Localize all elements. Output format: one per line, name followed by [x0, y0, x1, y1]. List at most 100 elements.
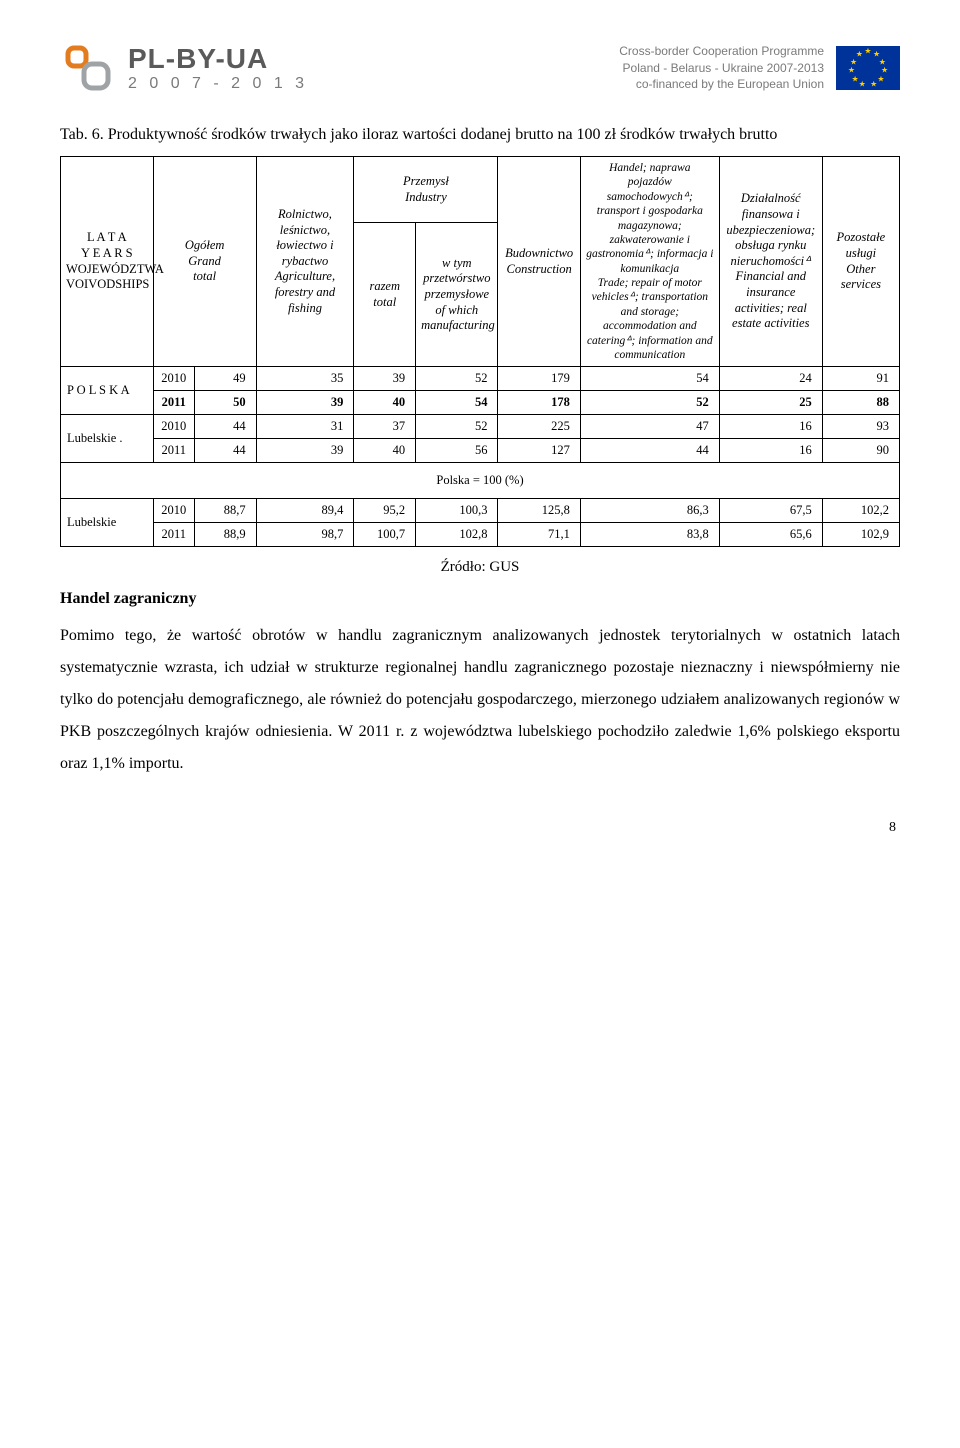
cell-value: 83,8	[580, 523, 719, 547]
table-row: 201150394054178522588	[61, 391, 900, 415]
cell-value: 25	[719, 391, 822, 415]
col-budownictwo: Budownictwo Construction	[498, 157, 580, 367]
row-year: 2010	[153, 415, 194, 439]
row-year: 2011	[153, 439, 194, 463]
col-przemysl: Przemysł Industry	[354, 157, 498, 223]
row-year: 2011	[153, 523, 194, 547]
table-row: 201188,998,7100,7102,871,183,865,6102,9	[61, 523, 900, 547]
col-razem: razem total	[354, 223, 416, 367]
cell-value: 93	[822, 415, 899, 439]
cell-value: 65,6	[719, 523, 822, 547]
col-ogolem: Ogółem Grand total	[153, 157, 256, 367]
cell-value: 39	[354, 367, 416, 391]
col-lata-text: L A T A Y E A R S WOJEWÓDZTWA VOIVODSHIP…	[66, 230, 164, 291]
cell-value: 102,8	[416, 523, 498, 547]
col-rolnictwo: Rolnictwo, leśnictwo, łowiectwo i rybact…	[256, 157, 354, 367]
cell-value: 54	[580, 367, 719, 391]
cell-value: 39	[256, 439, 354, 463]
col-handel-text: Handel; naprawa pojazdów samochodowychᐞ;…	[586, 162, 713, 361]
table-row: Lubelskie201088,789,495,2100,3125,886,36…	[61, 499, 900, 523]
table-caption: Tab. 6. Produktywność środków trwałych j…	[60, 126, 900, 144]
cell-value: 37	[354, 415, 416, 439]
row-label: Lubelskie	[61, 499, 154, 547]
cell-value: 52	[580, 391, 719, 415]
cell-value: 225	[498, 415, 580, 439]
logo-right: Cross-border Cooperation Programme Polan…	[619, 43, 900, 93]
program-text: Cross-border Cooperation Programme Polan…	[619, 43, 824, 93]
cell-value: 88,7	[194, 499, 256, 523]
logo-title: PL-BY-UA	[128, 43, 308, 75]
table-row-mid: Polska = 100 (%)	[61, 463, 900, 499]
row-year: 2010	[153, 367, 194, 391]
cell-value: 89,4	[256, 499, 354, 523]
program-line2: Poland - Belarus - Ukraine 2007-2013	[619, 60, 824, 77]
col-przemysl-text: Przemysł Industry	[403, 174, 449, 204]
cell-value: 102,9	[822, 523, 899, 547]
logo-left: PL-BY-UA 2 0 0 7 - 2 0 1 3	[60, 40, 308, 96]
cell-value: 178	[498, 391, 580, 415]
row-year: 2011	[153, 391, 194, 415]
section-heading: Handel zagraniczny	[60, 590, 900, 608]
cell-value: 35	[256, 367, 354, 391]
row-year: 2010	[153, 499, 194, 523]
cell-value: 71,1	[498, 523, 580, 547]
cell-value: 86,3	[580, 499, 719, 523]
cell-value: 40	[354, 439, 416, 463]
logo-years: 2 0 0 7 - 2 0 1 3	[128, 75, 308, 93]
cell-value: 98,7	[256, 523, 354, 547]
col-wtym: w tym przetwórstwo przemysłowe of which …	[416, 223, 498, 367]
cell-value: 52	[416, 415, 498, 439]
col-lata: L A T A Y E A R S WOJEWÓDZTWA VOIVODSHIP…	[61, 157, 154, 367]
col-pozostale: Pozostałe usługi Other services	[822, 157, 899, 367]
table-row: P O L S K A201049353952179542491	[61, 367, 900, 391]
logo-left-text: PL-BY-UA 2 0 0 7 - 2 0 1 3	[128, 43, 308, 93]
cell-value: 95,2	[354, 499, 416, 523]
col-finanse: Działalność finansowa i ubezpieczeniowa;…	[719, 157, 822, 367]
row-label: P O L S K A	[61, 367, 154, 415]
cell-value: 31	[256, 415, 354, 439]
cell-value: 125,8	[498, 499, 580, 523]
col-razem-text: razem total	[369, 279, 400, 309]
cell-value: 16	[719, 415, 822, 439]
cell-value: 102,2	[822, 499, 899, 523]
cell-value: 67,5	[719, 499, 822, 523]
program-line1: Cross-border Cooperation Programme	[619, 43, 824, 60]
program-line3: co-financed by the European Union	[619, 76, 824, 93]
section-paragraph: Pomimo tego, że wartość obrotów w handlu…	[60, 620, 900, 780]
plbyua-logo-icon	[60, 40, 116, 96]
cell-value: 16	[719, 439, 822, 463]
cell-value: 179	[498, 367, 580, 391]
table-row: Lubelskie .201044313752225471693	[61, 415, 900, 439]
cell-value: 52	[416, 367, 498, 391]
cell-value: 90	[822, 439, 899, 463]
col-wtym-text: w tym przetwórstwo przemysłowe of which …	[421, 256, 495, 333]
col-finanse-text: Działalność finansowa i ubezpieczeniowa;…	[726, 191, 815, 330]
cell-value: 88,9	[194, 523, 256, 547]
cell-value: 47	[580, 415, 719, 439]
cell-value: 54	[416, 391, 498, 415]
col-budownictwo-text: Budownictwo Construction	[505, 246, 573, 276]
cell-value: 39	[256, 391, 354, 415]
col-rolnictwo-text: Rolnictwo, leśnictwo, łowiectwo i rybact…	[275, 207, 335, 315]
data-table: L A T A Y E A R S WOJEWÓDZTWA VOIVODSHIP…	[60, 156, 900, 547]
cell-value: 100,3	[416, 499, 498, 523]
cell-value: 44	[194, 415, 256, 439]
table-body: P O L S K A20104935395217954249120115039…	[61, 367, 900, 547]
cell-value: 49	[194, 367, 256, 391]
cell-value: 24	[719, 367, 822, 391]
cell-value: 88	[822, 391, 899, 415]
row-label: Lubelskie .	[61, 415, 154, 463]
cell-value: 100,7	[354, 523, 416, 547]
cell-value: 127	[498, 439, 580, 463]
cell-value: 50	[194, 391, 256, 415]
eu-stars-icon: ★★ ★★ ★★ ★★ ★★ ★★	[850, 50, 886, 86]
cell-value: 44	[580, 439, 719, 463]
page-number: 8	[60, 820, 900, 836]
table-row: 201144394056127441690	[61, 439, 900, 463]
col-handel: Handel; naprawa pojazdów samochodowychᐞ;…	[580, 157, 719, 367]
cell-value: 56	[416, 439, 498, 463]
cell-value: 44	[194, 439, 256, 463]
cell-value: 91	[822, 367, 899, 391]
eu-flag-icon: ★★ ★★ ★★ ★★ ★★ ★★	[836, 46, 900, 90]
page-header: PL-BY-UA 2 0 0 7 - 2 0 1 3 Cross-border …	[60, 40, 900, 96]
